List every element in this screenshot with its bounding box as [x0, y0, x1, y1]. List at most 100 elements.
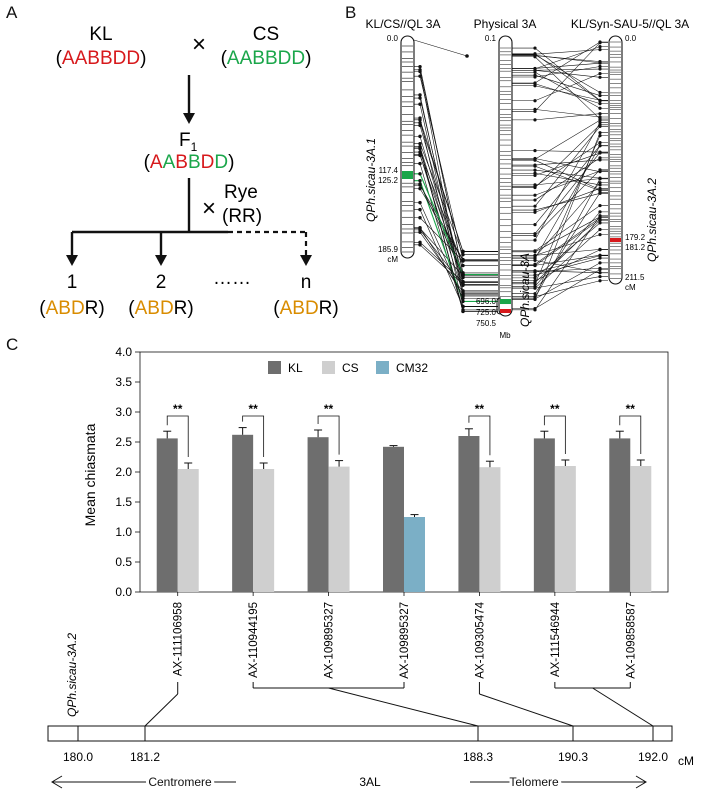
marker-dot [461, 289, 465, 293]
connector-line [512, 229, 608, 289]
connector-line [414, 184, 498, 260]
marker-dot [418, 144, 422, 149]
chart-bars: ** ** ** ** ** ** [156, 402, 652, 592]
marker-dot [533, 157, 537, 161]
connector-line [512, 222, 608, 279]
connector-line [512, 83, 608, 104]
f1-genome-letter: D [201, 152, 215, 173]
cross-symbol-2: × [202, 195, 216, 222]
marker-dot [533, 258, 537, 262]
marker-dot [533, 276, 537, 280]
map-pos-2: 188.3 [463, 750, 493, 764]
legend-cm32-swatch [376, 361, 389, 374]
marker-dot [418, 228, 422, 232]
map-title-mid: Physical 3A [474, 17, 537, 31]
connector-line [512, 119, 608, 160]
marker-dot [418, 141, 422, 146]
marker-dot [598, 48, 602, 52]
connector-line [512, 249, 608, 282]
connector-line [512, 85, 608, 101]
f1-genome: (AABBDD) [144, 152, 235, 173]
marker-dot [598, 248, 602, 252]
marker-dot [598, 75, 602, 79]
marker-dot [465, 54, 469, 58]
marker-dot [533, 68, 537, 72]
arrow-centromere-head [51, 775, 63, 789]
panel-c: C Mean chiasmata KL CS CM32 0.0 0.5 1.0 1.5… [6, 335, 694, 792]
chromosome-right [608, 35, 623, 285]
connector-line [512, 47, 608, 101]
connector-line [512, 62, 608, 69]
chromosome-mid-bands [500, 47, 511, 313]
connector-line [414, 119, 498, 252]
x-tick-label: AX-109895327 [324, 602, 336, 679]
progeny-1-genome: (ABDR) [39, 298, 104, 319]
marker-dot [533, 171, 537, 175]
marker-dot [418, 121, 422, 125]
bar-cm32 [404, 517, 425, 592]
marker-dots [418, 40, 602, 314]
marker-dot [598, 106, 602, 110]
significance-bracket [242, 415, 265, 457]
left-tick-2: 125.2 [378, 176, 399, 185]
marker-dot [418, 123, 422, 128]
marker-dot [598, 41, 602, 45]
mid-qtl-band-green [500, 299, 511, 304]
progeny-1: 1 [67, 272, 78, 293]
connector-line [512, 193, 608, 211]
connector-line [512, 126, 608, 207]
rye-label: Rye [224, 182, 258, 203]
marker-dot [533, 292, 537, 296]
mid-tick-1: 696.0 [476, 297, 497, 306]
mid-tick-2: 725.0 [476, 308, 497, 317]
significance-label: ** [324, 402, 334, 416]
connector-line [512, 122, 608, 241]
marker-dot [598, 210, 602, 214]
connector-line [512, 132, 608, 300]
connector-line [512, 159, 608, 190]
marker-dot [598, 233, 602, 237]
chromosome-left-bands [402, 45, 413, 253]
right-tick-3: 211.5 [625, 273, 645, 282]
marker-dot [533, 296, 537, 300]
connector-line [512, 169, 608, 179]
marker-dot [598, 203, 602, 208]
connector-line [512, 152, 608, 234]
connector-line [512, 260, 608, 273]
marker-dot [461, 296, 465, 301]
marker-dot [418, 153, 422, 158]
marker-dot [461, 279, 465, 284]
cross-symbol-1: × [192, 31, 206, 58]
y-tick-label: 3.0 [115, 405, 132, 419]
marker-dot [598, 112, 602, 116]
marker-dot [418, 207, 422, 212]
arrow-telomere-head [635, 775, 647, 789]
marker-dot [533, 193, 537, 197]
connector-line [512, 188, 608, 213]
marker-dot [461, 294, 465, 298]
map-title-left: KL/CS//QL 3A [366, 17, 441, 31]
connector-line [414, 202, 498, 299]
connector-line [512, 178, 608, 299]
marker-dot [533, 270, 537, 274]
connector-line [512, 41, 608, 84]
map-pos-3: 190.3 [558, 750, 588, 764]
f1-genome-letter: A [150, 152, 163, 173]
right-tick-0: 0.0 [625, 34, 637, 43]
marker-dot [598, 45, 602, 49]
marker-dot [598, 177, 602, 181]
connector-line [512, 269, 608, 309]
connector-line [414, 125, 498, 277]
progeny-2: 2 [156, 272, 167, 293]
marker-dot [418, 74, 422, 78]
marker-dot [598, 266, 602, 270]
marker-dot [598, 64, 602, 69]
progeny-2-genome: (ABDR) [128, 298, 193, 319]
left-qtl-band [402, 171, 413, 179]
marker-dot [461, 274, 465, 278]
marker-dot [461, 252, 465, 257]
y-axis-title: Mean chiasmata [82, 423, 98, 526]
connector-line [512, 220, 608, 283]
legend-kl-swatch [268, 361, 281, 374]
connector-line [414, 146, 498, 285]
